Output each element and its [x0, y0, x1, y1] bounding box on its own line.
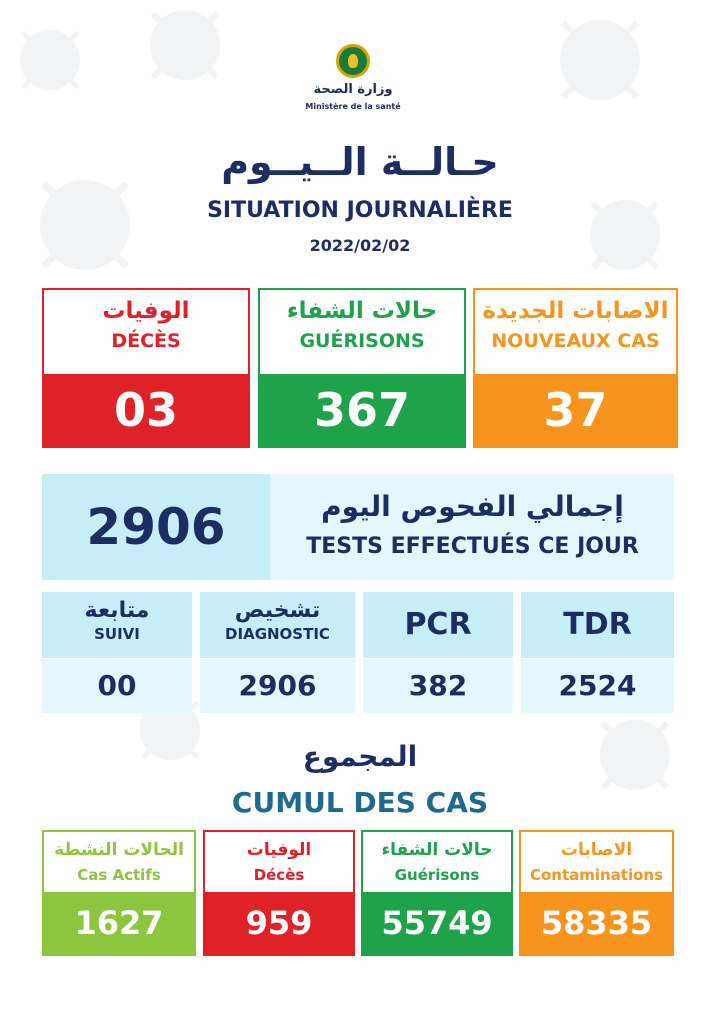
cumul-contaminations-value: 58335 [521, 892, 672, 954]
ministry-name-fr: Ministère de la santé [305, 102, 401, 111]
tests-label-fr: TESTS EFFECTUÉS CE JOUR [306, 534, 639, 559]
tests-diagnostic-header: تشخيص DIAGNOSTIC [200, 592, 355, 658]
cumul-contaminations-label-ar: الاصابات [560, 840, 633, 860]
cumul-recoveries-label-ar: حالات الشفاء [381, 840, 493, 860]
cumul-title-fr: CUMUL DES CAS [231, 786, 489, 819]
cumul-recoveries-value: 55749 [363, 892, 511, 954]
tests-tdr-value: 2524 [521, 659, 674, 713]
virus-decoration [590, 200, 660, 270]
daily-recoveries-label-fr: GUÉRISONS [299, 330, 425, 352]
virus-decoration [150, 10, 220, 80]
daily-new-cases-card: الاصابات الجديدة NOUVEAUX CAS 37 [473, 288, 678, 448]
daily-recoveries-card: حالات الشفاء GUÉRISONS 367 [258, 288, 466, 448]
virus-decoration [560, 20, 640, 100]
tests-suivi-value: 00 [42, 659, 192, 713]
tests-total-value: 2906 [42, 474, 270, 580]
daily-deaths-label-fr: DÉCÈS [111, 330, 181, 352]
virus-decoration [20, 30, 80, 90]
tests-label-ar: إجمالي الفحوص اليوم [321, 490, 624, 523]
tests-diagnostic-value: 2906 [200, 659, 355, 713]
daily-new-cases-label-ar: الاصابات الجديدة [482, 298, 669, 324]
cumul-deaths-label-ar: الوفيات [246, 840, 312, 860]
daily-deaths-value: 03 [44, 374, 248, 446]
daily-deaths-card: الوفيات DÉCÈS 03 [42, 288, 250, 448]
daily-new-cases-value: 37 [475, 374, 676, 446]
daily-recoveries-label-ar: حالات الشفاء [286, 298, 438, 324]
cumul-title-ar: المجموع [302, 740, 418, 773]
tests-pcr-header: PCR [363, 592, 513, 658]
daily-new-cases-label-fr: NOUVEAUX CAS [491, 330, 660, 352]
tests-pcr-value: 382 [363, 659, 513, 713]
tests-pcr-label: PCR [404, 607, 472, 642]
cumul-active-card: الحالات النشطة Cas Actifs 1627 [42, 830, 196, 956]
tests-diagnostic-label-ar: تشخيص [234, 598, 321, 623]
tests-suivi-label-fr: SUIVI [94, 625, 140, 643]
cumul-deaths-value: 959 [205, 892, 353, 954]
cumul-active-label-fr: Cas Actifs [77, 866, 161, 884]
tests-suivi-header: متابعة SUIVI [42, 592, 192, 658]
ministry-name-ar: وزارة الصحة [313, 82, 393, 97]
tests-diagnostic-label-fr: DIAGNOSTIC [225, 625, 330, 643]
virus-decoration [40, 180, 130, 270]
tests-tdr-label: TDR [563, 607, 632, 642]
report-date: 2022/02/02 [309, 236, 411, 255]
cumul-active-label-ar: الحالات النشطة [54, 840, 184, 860]
page-title-ar: حـالــة الــيــوم [221, 140, 499, 184]
daily-deaths-label-ar: الوفيات [102, 298, 190, 324]
page-title-fr: SITUATION JOURNALIÈRE [207, 198, 513, 223]
tests-suivi-label-ar: متابعة [84, 598, 150, 623]
cumul-deaths-label-fr: Décès [253, 866, 305, 884]
daily-recoveries-value: 367 [260, 374, 464, 446]
cumul-contaminations-card: الاصابات Contaminations 58335 [519, 830, 674, 956]
virus-decoration [600, 720, 670, 790]
cumul-recoveries-card: حالات الشفاء Guérisons 55749 [361, 830, 513, 956]
tests-tdr-header: TDR [521, 592, 674, 658]
cumul-contaminations-label-fr: Contaminations [529, 866, 664, 884]
ministry-emblem-icon [336, 44, 370, 78]
cumul-active-value: 1627 [44, 892, 194, 954]
cumul-recoveries-label-fr: Guérisons [394, 866, 480, 884]
cumul-deaths-card: الوفيات Décès 959 [203, 830, 355, 956]
